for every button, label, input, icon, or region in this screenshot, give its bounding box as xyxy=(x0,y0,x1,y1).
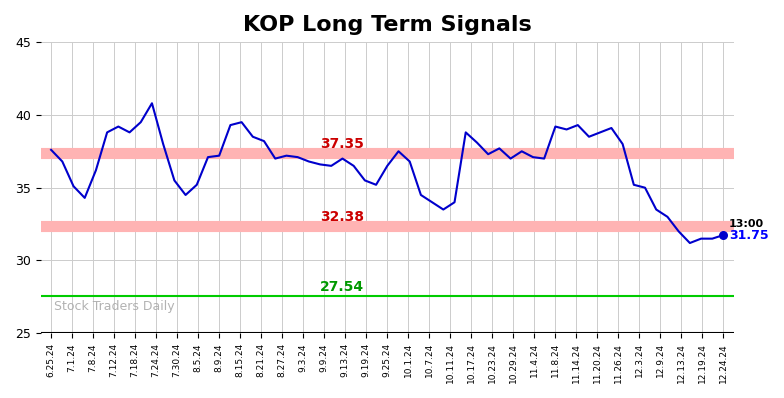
Text: 32.38: 32.38 xyxy=(321,210,365,224)
Text: 27.54: 27.54 xyxy=(320,280,365,294)
Text: Stock Traders Daily: Stock Traders Daily xyxy=(54,300,175,313)
Title: KOP Long Term Signals: KOP Long Term Signals xyxy=(243,15,532,35)
Text: 13:00: 13:00 xyxy=(728,219,764,229)
Text: 37.35: 37.35 xyxy=(321,137,365,151)
Text: 31.75: 31.75 xyxy=(728,229,768,242)
Point xyxy=(717,232,730,238)
